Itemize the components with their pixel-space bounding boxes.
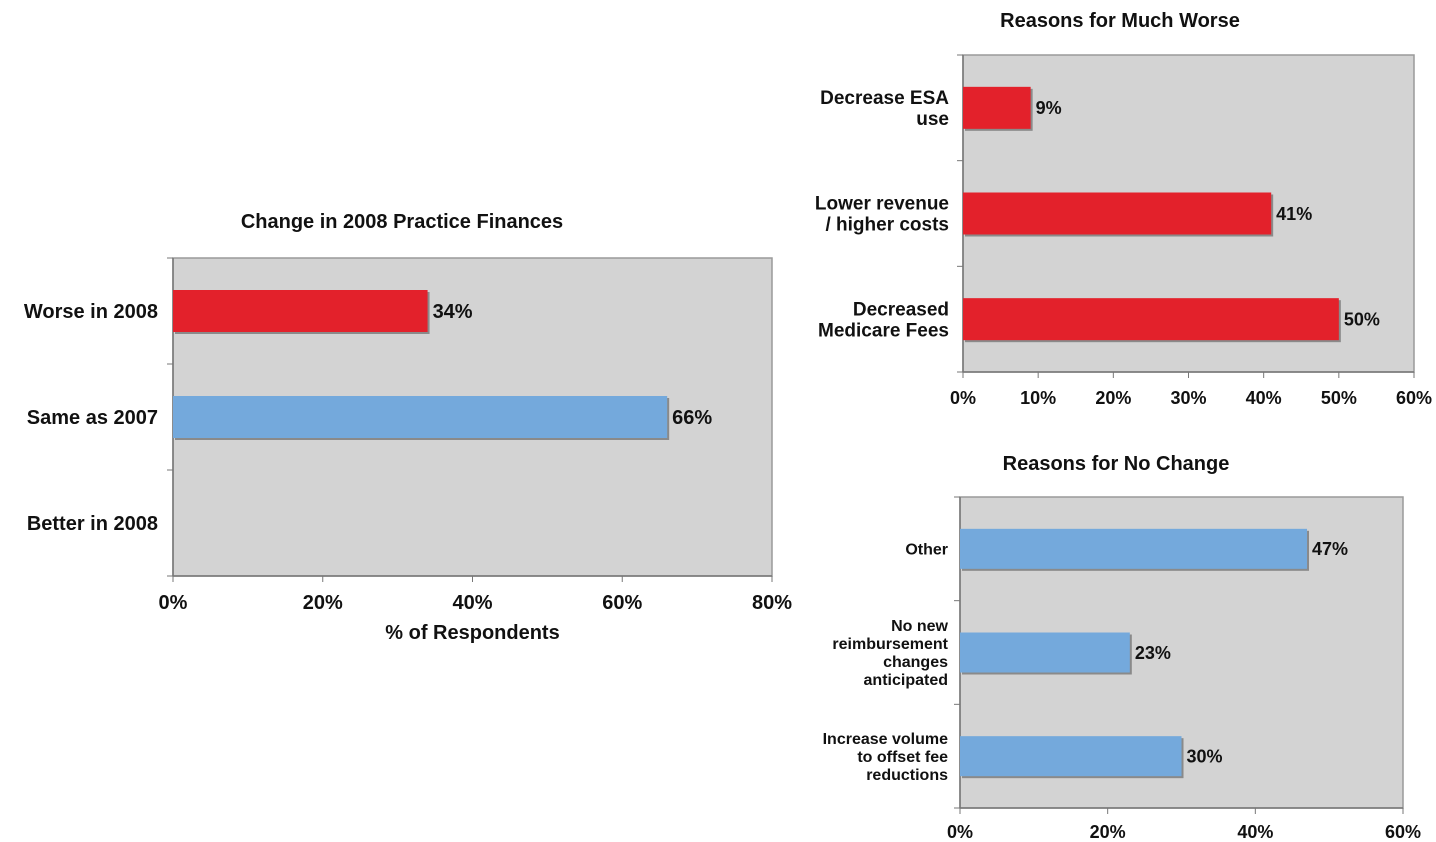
category-label: Better in 2008 [27,513,158,535]
x-tick-label: 60% [1396,388,1432,408]
x-tick-label: 0% [950,388,976,408]
x-tick-label: 40% [452,592,492,614]
x-tick-label: 40% [1246,388,1282,408]
data-label: 50% [1344,309,1380,329]
chart-title: Reasons for Much Worse [1000,10,1240,32]
x-axis-title: % of Respondents [385,622,559,644]
bar [963,86,1031,129]
category-label: Decrease ESA use [820,88,949,130]
x-tick-label: 60% [1385,822,1421,842]
x-tick-label: 20% [1090,822,1126,842]
chart-title: Change in 2008 Practice Finances [241,211,563,233]
data-label: 34% [433,301,473,323]
chart-no-change: Reasons for No Change 0% 20% 40% 60% Other 47%… [823,453,1421,842]
bar [963,298,1339,341]
x-tick-label: 0% [947,822,973,842]
bar [173,396,668,438]
x-tick-label: 20% [303,592,343,614]
bar [173,290,428,332]
x-tick-label: 20% [1095,388,1131,408]
category-label: Other [905,541,948,558]
x-tick-label: 50% [1321,388,1357,408]
x-tick-label: 10% [1020,388,1056,408]
data-label: 47% [1312,539,1348,559]
bar [963,192,1272,235]
bar [960,528,1308,569]
category-label: Worse in 2008 [24,301,158,323]
bar [960,736,1182,777]
data-label: 66% [672,407,712,429]
x-tick-label: 40% [1237,822,1273,842]
category-label: Same as 2007 [27,407,158,429]
bar [960,632,1130,673]
category-label: Lower revenue / higher costs [815,194,949,236]
data-label: 9% [1036,98,1062,118]
chart-much-worse: Reasons for Much Worse 0% 10% 20% 30% 40% 50% 6… [815,10,1432,408]
category-label: No new reimbursement changes anticipated [832,618,948,689]
data-label: 23% [1135,643,1171,663]
x-tick-label: 80% [752,592,792,614]
category-label: Decreased Medicare Fees [818,299,949,341]
x-tick-label: 30% [1170,388,1206,408]
data-label: 41% [1276,204,1312,224]
data-label: 30% [1187,746,1223,766]
chart-finances: Change in 2008 Practice Finances 0% 20% 40%… [24,211,792,644]
x-tick-label: 0% [159,592,188,614]
category-label: Increase volume to offset fee reductions [823,731,949,784]
x-tick-label: 60% [602,592,642,614]
chart-title: Reasons for No Change [1003,453,1230,475]
